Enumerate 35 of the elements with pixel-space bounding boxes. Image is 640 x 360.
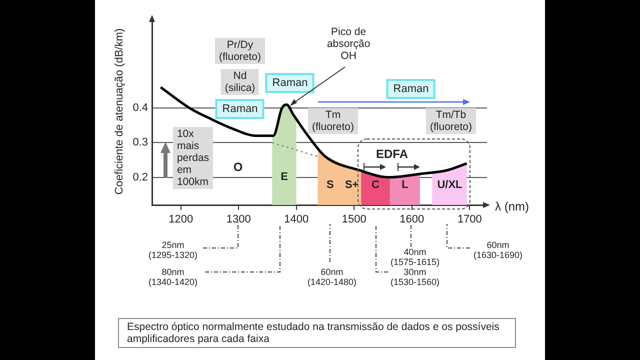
- band-label: C: [372, 179, 380, 192]
- band-label: S+: [344, 179, 359, 192]
- x-tick-label: 1300: [226, 214, 251, 226]
- annotation: Raman: [386, 79, 436, 99]
- annotation: Raman: [215, 99, 265, 119]
- annotation: Pico de absorção OH: [326, 26, 370, 62]
- text: 80nm (1340-1420): [148, 267, 198, 287]
- text: 30nm (1530-1560): [390, 267, 440, 287]
- band-label: U/XL: [437, 179, 463, 192]
- x-axis-title: λ (nm): [495, 199, 529, 214]
- annotation: Raman: [265, 73, 315, 93]
- y-tick-label: 0.2: [132, 171, 148, 184]
- annotation: Tm/Tb (fluoreto): [426, 108, 476, 134]
- annotation: 10x mais perdas em 100km: [172, 127, 214, 189]
- x-tick-label: 1600: [400, 214, 424, 226]
- annotation: Tm (fluoreto): [308, 108, 358, 134]
- annotation: Nd (silica): [220, 69, 260, 95]
- y-tick-label: 0.4: [132, 102, 148, 114]
- band-label: E: [280, 171, 288, 184]
- text: 25nm (1295-1320): [148, 240, 198, 260]
- band-label: L: [402, 179, 409, 192]
- x-tick-label: 1200: [168, 214, 194, 226]
- x-tick-label: 1400: [284, 214, 309, 226]
- y-axis-title: Coeficiente de atenuação (dB/km): [114, 28, 126, 195]
- text: 60nm (1630-1690): [473, 240, 523, 260]
- text: 40nm (1575-1615): [390, 247, 440, 267]
- band-label: S: [326, 179, 334, 192]
- annotation: EDFA: [376, 147, 408, 161]
- annotation: O: [233, 160, 243, 174]
- y-tick-label: 0.3: [132, 136, 148, 149]
- text: 60nm (1420-1480): [307, 267, 357, 287]
- x-tick-label: 1500: [342, 214, 366, 226]
- text: Espectro óptico normalmente estudado na transmissão de dados e os possíveis amplificadores para cada faixa: [118, 318, 516, 348]
- annotation: Pr/Dy (fluoreto): [214, 38, 266, 64]
- x-tick-label: 1700: [457, 214, 482, 226]
